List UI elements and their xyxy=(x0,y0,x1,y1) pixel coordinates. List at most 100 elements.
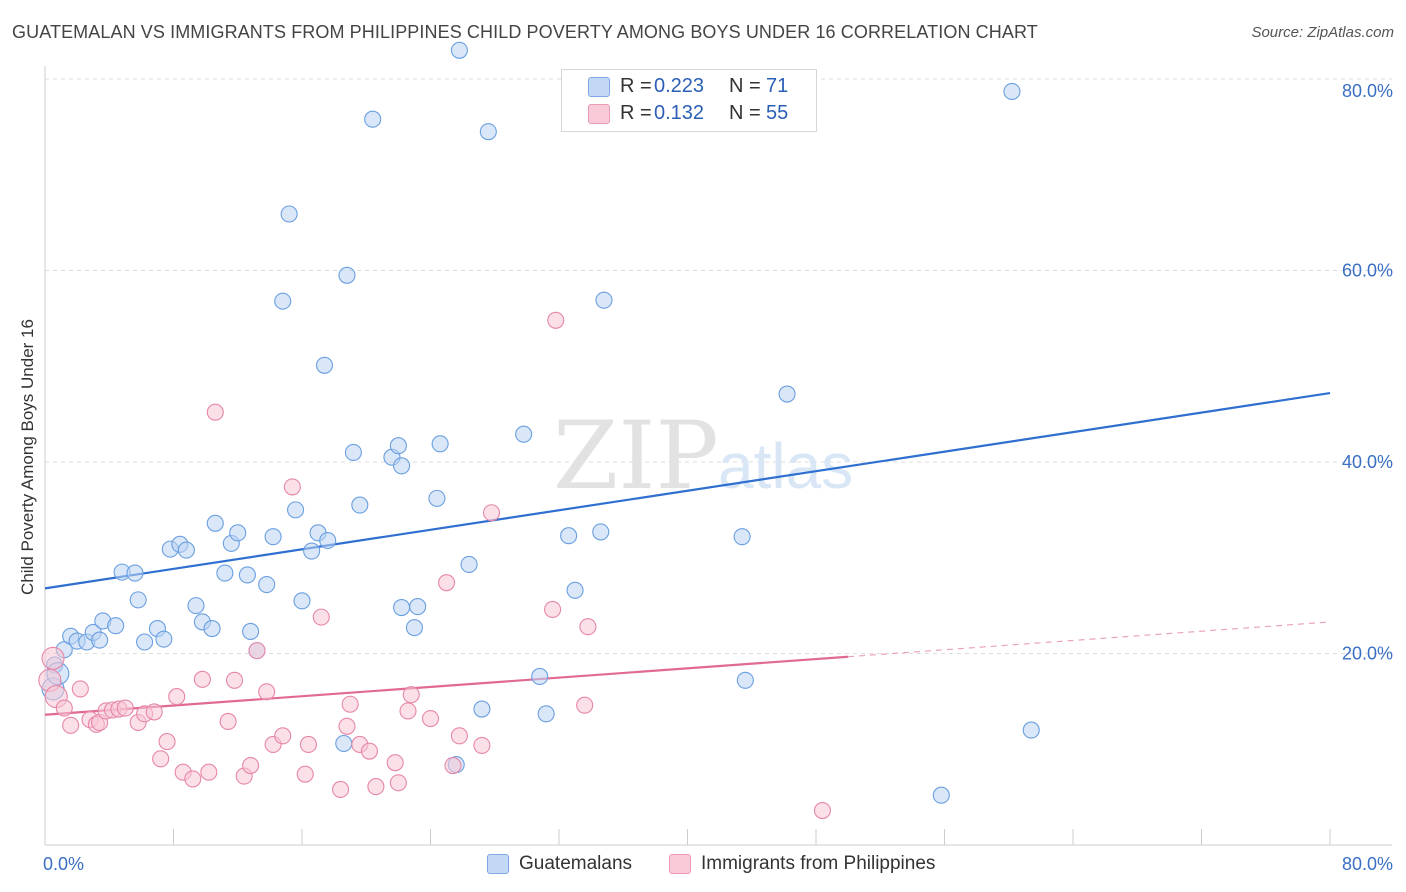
philippines-point xyxy=(296,765,314,783)
y-axis-title: Child Poverty Among Boys Under 16 xyxy=(18,319,37,595)
trend-line-0 xyxy=(44,391,1331,590)
guatemalan-point xyxy=(344,443,362,461)
philippines-point xyxy=(274,727,292,745)
trend-line-1 xyxy=(44,655,849,716)
guatemalan-point xyxy=(733,528,751,546)
guatemalan-point xyxy=(595,291,613,309)
guatemalan-point xyxy=(409,598,427,616)
philippines-point xyxy=(544,600,562,619)
source-label: Source: ZipAtlas.com xyxy=(1251,24,1394,41)
guatemalan-point xyxy=(91,631,109,649)
guatemalan-point xyxy=(107,617,125,635)
tick-labels: 80.0% 60.0% 40.0% 20.0% 0.0% 80.0% xyxy=(43,81,1393,874)
guatemalan-point xyxy=(778,385,796,403)
guatemalan-point xyxy=(229,524,247,542)
y-tick-label: 60.0% xyxy=(1342,261,1393,281)
philippines-point xyxy=(158,733,176,751)
philippines-point xyxy=(55,699,73,717)
guatemalan-point xyxy=(177,541,195,559)
philippines-point xyxy=(338,717,356,735)
philippines-point xyxy=(184,770,202,788)
philippines-point xyxy=(341,695,359,713)
philippines-point xyxy=(152,750,170,768)
philippines-point xyxy=(219,712,237,731)
philippines-point xyxy=(248,642,266,660)
guatemalan-point xyxy=(303,542,321,560)
guatemalan-point xyxy=(473,700,491,718)
philippines-point xyxy=(421,710,440,728)
trend-lines xyxy=(44,391,1331,716)
philippines-point xyxy=(576,696,594,714)
guatemalan-point xyxy=(315,356,334,374)
guatemalan-point xyxy=(479,123,497,141)
guatemalan-point xyxy=(592,523,610,541)
philippines-point xyxy=(41,646,65,670)
guatemalan-point xyxy=(155,630,173,648)
philippines-point xyxy=(116,699,134,717)
philippines-point xyxy=(225,671,244,689)
guatemalan-point xyxy=(515,425,533,443)
legend-swatch-guatemalans xyxy=(487,854,509,874)
philippines-point xyxy=(579,618,597,636)
correlation-stats-box: R = 0.223 N = 71 R = 0.132 N = 55 xyxy=(561,69,817,132)
guatemalan-point xyxy=(206,514,224,532)
philippines-point xyxy=(331,780,350,799)
philippines-point xyxy=(450,727,468,745)
guatemalan-point xyxy=(566,581,584,599)
philippines-point xyxy=(386,754,404,772)
guatemalan-point xyxy=(129,591,147,609)
axes xyxy=(44,66,1392,846)
philippines-point xyxy=(258,683,276,701)
philippines-point xyxy=(312,608,330,626)
r-value: 0.132 xyxy=(654,102,705,124)
philippines-point xyxy=(200,763,218,781)
philippines-point xyxy=(473,736,491,754)
n-label: N = xyxy=(729,102,761,124)
guatemalan-point xyxy=(319,531,337,550)
philippines-point xyxy=(242,756,260,775)
philippines-point xyxy=(299,735,317,754)
guatemalan-point xyxy=(537,705,555,723)
n-value: 55 xyxy=(766,102,789,124)
guatemalan-point xyxy=(450,41,468,59)
guatemalan-point xyxy=(238,566,256,584)
trend-line-extension-1 xyxy=(848,621,1331,658)
philippines-point xyxy=(367,778,385,796)
x-tick-label-min: 0.0% xyxy=(43,854,84,874)
stats-swatch-guatemalans xyxy=(588,77,610,97)
y-tick-label: 80.0% xyxy=(1342,81,1393,101)
r-value: 0.223 xyxy=(654,75,705,97)
guatemalan-point xyxy=(560,527,578,545)
watermark-atlas: atlas xyxy=(718,430,853,502)
philippines-point xyxy=(438,574,456,592)
y-tick-label: 40.0% xyxy=(1342,452,1393,472)
philippines-point xyxy=(62,716,80,734)
data-points xyxy=(38,41,1040,820)
guatemalan-point xyxy=(242,622,260,641)
guatemalan-point xyxy=(393,598,411,617)
guatemalan-point xyxy=(287,501,305,519)
x-tick-label-max: 80.0% xyxy=(1342,854,1393,874)
guatemalan-point xyxy=(1003,82,1021,100)
philippines-point xyxy=(547,311,565,329)
guatemalan-point xyxy=(126,564,144,582)
philippines-point xyxy=(206,403,224,421)
guatemalan-point xyxy=(428,489,446,507)
guatemalan-point xyxy=(405,619,423,637)
guatemalan-point xyxy=(531,667,549,686)
y-tick-label: 20.0% xyxy=(1342,644,1393,664)
guatemalan-point xyxy=(932,786,950,804)
philippines-point xyxy=(283,478,301,496)
guatemalan-point xyxy=(293,592,311,610)
guatemalan-point xyxy=(338,266,356,284)
philippines-point xyxy=(399,702,417,720)
legend-label: Immigrants from Philippines xyxy=(701,853,936,874)
guatemalan-point xyxy=(280,205,298,223)
stats-swatch-philippines xyxy=(588,104,610,124)
legend-swatch-philippines xyxy=(669,854,691,874)
guatemalan-point xyxy=(351,496,369,514)
n-value: 71 xyxy=(766,75,789,97)
philippines-point xyxy=(813,801,831,820)
guatemalan-point xyxy=(136,633,154,651)
guatemalan-point xyxy=(264,528,282,546)
